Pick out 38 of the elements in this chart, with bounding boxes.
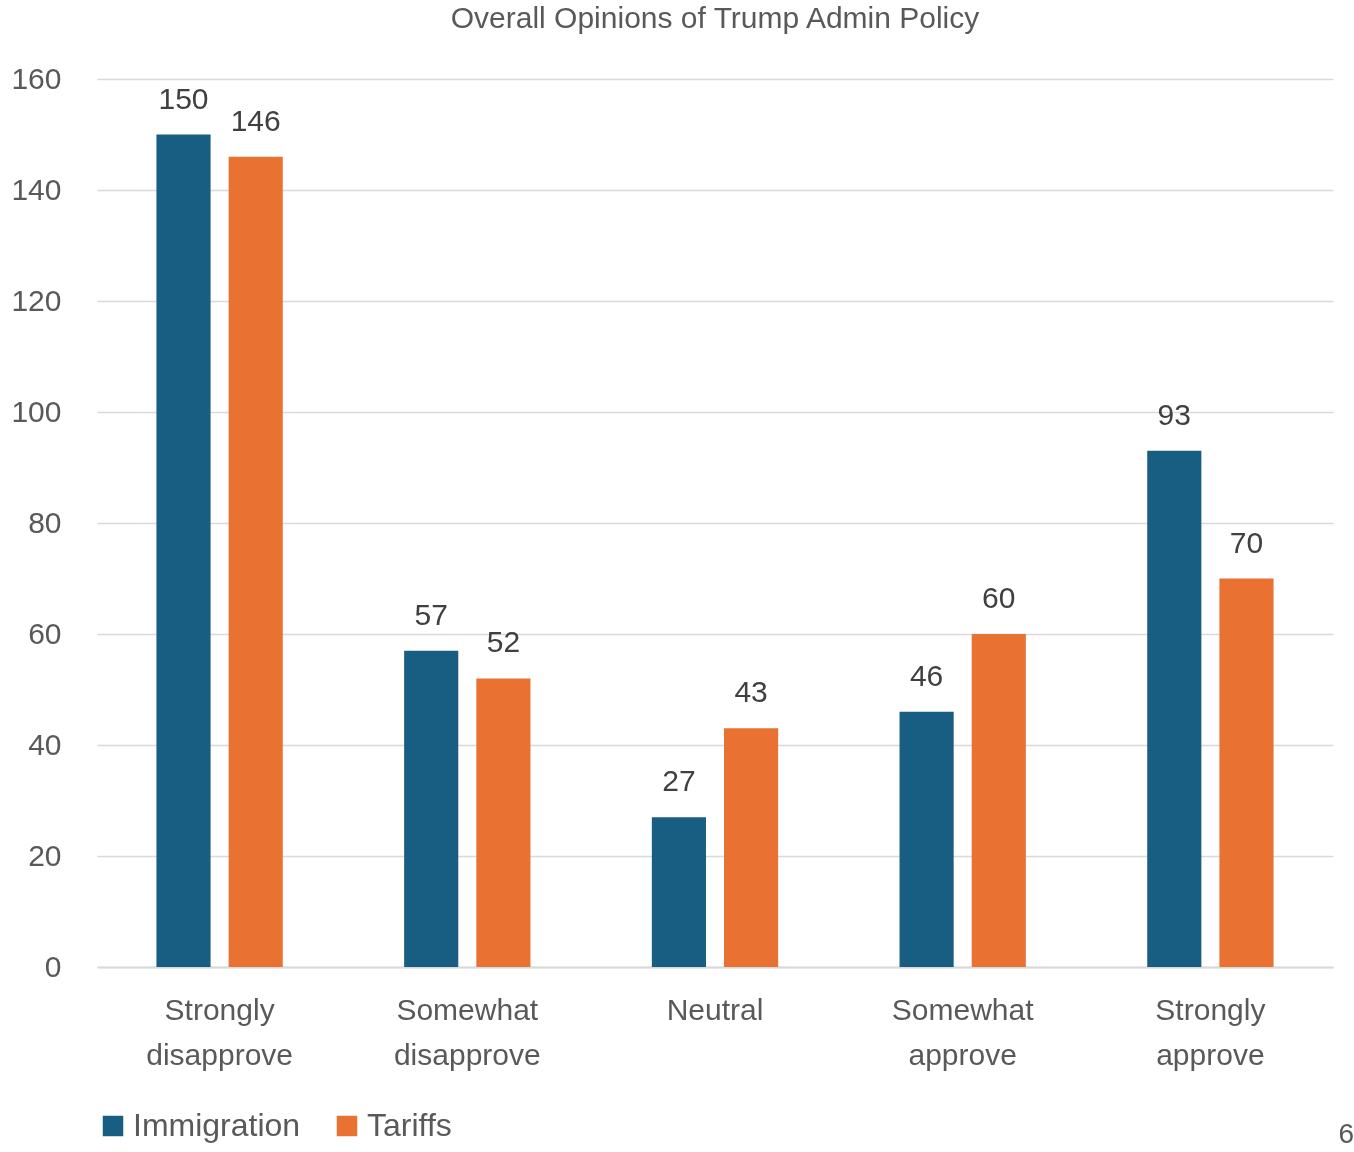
bar <box>228 156 283 967</box>
bar <box>651 817 706 967</box>
x-tick-label: Neutral <box>666 992 764 1026</box>
x-tick-label: Strongly approve <box>1155 992 1266 1071</box>
data-label: 60 <box>982 581 1016 614</box>
y-tick-label: 60 <box>28 616 62 650</box>
bar <box>156 134 211 967</box>
data-label: 57 <box>414 597 448 631</box>
y-tick-label: 20 <box>28 838 62 872</box>
data-label: 70 <box>1229 525 1264 559</box>
legend-label: Tariffs <box>367 1107 452 1143</box>
x-tick-label: Somewhat approve <box>891 992 1035 1071</box>
y-tick-label: 80 <box>28 505 62 539</box>
data-label: 52 <box>486 625 521 659</box>
data-label: 46 <box>909 658 944 692</box>
x-tick-label: Strongly disapprove <box>146 992 293 1071</box>
y-tick-label: 120 <box>11 283 62 317</box>
bar <box>971 634 1026 967</box>
chart-title: Overall Opinions of Trump Admin Policy <box>450 1 980 34</box>
y-tick-label: 140 <box>11 172 62 206</box>
y-tick-label: 0 <box>44 949 62 983</box>
bar <box>1147 450 1202 967</box>
bar <box>724 728 779 967</box>
x-tick-label: Somewhat disapprove <box>393 992 541 1071</box>
y-tick-label: 160 <box>11 61 62 95</box>
bar <box>1219 578 1274 967</box>
y-tick-label: 40 <box>28 727 62 761</box>
data-label: 146 <box>230 103 281 137</box>
data-label: 27 <box>662 764 696 798</box>
y-tick-label: 100 <box>11 394 62 428</box>
bar <box>899 711 954 967</box>
bar <box>476 678 531 967</box>
legend-label: Immigration <box>133 1107 301 1143</box>
data-label: 150 <box>158 81 209 115</box>
data-label: 43 <box>734 675 768 709</box>
text: 6 <box>1338 1118 1354 1150</box>
data-label: 93 <box>1157 397 1191 431</box>
bar <box>404 650 459 967</box>
